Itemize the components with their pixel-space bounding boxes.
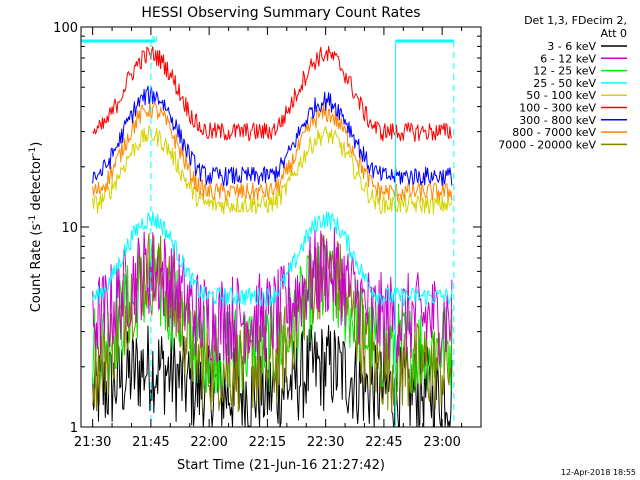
x-tick-label-1: 21:30	[74, 435, 111, 450]
x-tick-label-6: 22:45	[365, 435, 402, 450]
series-line-25-50kev	[92, 211, 453, 307]
y-label-sup-2: -1	[28, 147, 38, 156]
legend-label-800-7000kev: 800 - 7000 keV	[512, 126, 596, 139]
chart-title: HESSI Observing Summary Count Rates	[141, 5, 420, 21]
axis-layer: 21:30 21:45 22:00 22:15 22:30 22:45 23:00 1 10 10…	[53, 21, 481, 450]
y-label-mid: detector	[29, 155, 44, 215]
legend-header-line-1: Det 1,3, FDecim 2,	[524, 14, 627, 27]
series-line-300-800kev	[92, 85, 453, 187]
y-label-end: )	[29, 142, 44, 147]
y-tick-label-3: 100	[53, 21, 78, 36]
flag-layer: N	[81, 35, 455, 427]
series-line-100-300kev	[92, 45, 453, 143]
y-label-main: Count Rate (s	[29, 224, 44, 313]
footer-timestamp: 12-Apr-2018 18:55	[561, 468, 636, 477]
flag-label-1: N	[152, 35, 158, 44]
series-line-800-7000kev	[92, 99, 453, 202]
legend-label-50-100kev: 50 - 100 keV	[526, 89, 596, 102]
legend-label-25-50kev: 25 - 50 keV	[533, 77, 596, 90]
y-tick-label-2: 10	[61, 221, 78, 236]
x-tick-label-5: 22:30	[307, 435, 344, 450]
series-line-6-12kev	[92, 227, 453, 365]
x-tick-label-7: 23:00	[423, 435, 460, 450]
x-tick-label-3: 22:00	[190, 435, 227, 450]
legend-label-300-800kev: 300 - 800 keV	[519, 114, 596, 127]
series-line-50-100kev	[92, 125, 453, 215]
y-label-sup-1: -1	[28, 215, 38, 224]
legend-header-line-2: Att 0	[601, 27, 627, 40]
series-layer	[92, 45, 453, 428]
legend-label-100-300kev: 100 - 300 keV	[519, 102, 596, 115]
legend-label-7000-20000kev: 7000 - 20000 keV	[498, 138, 596, 151]
x-tick-label-2: 21:45	[132, 435, 169, 450]
x-axis-label: Start Time (21-Jun-16 21:27:42)	[177, 458, 385, 473]
y-axis-label: Count Rate (s-1 detector-1)	[28, 142, 44, 313]
y-tick-label-1: 1	[70, 421, 78, 436]
x-tick-label-4: 22:15	[249, 435, 286, 450]
legend-label-12-25kev: 12 - 25 keV	[533, 65, 596, 78]
legend-label-6-12kev: 6 - 12 keV	[540, 52, 596, 65]
legend-label-3-6kev: 3 - 6 keV	[547, 40, 596, 53]
